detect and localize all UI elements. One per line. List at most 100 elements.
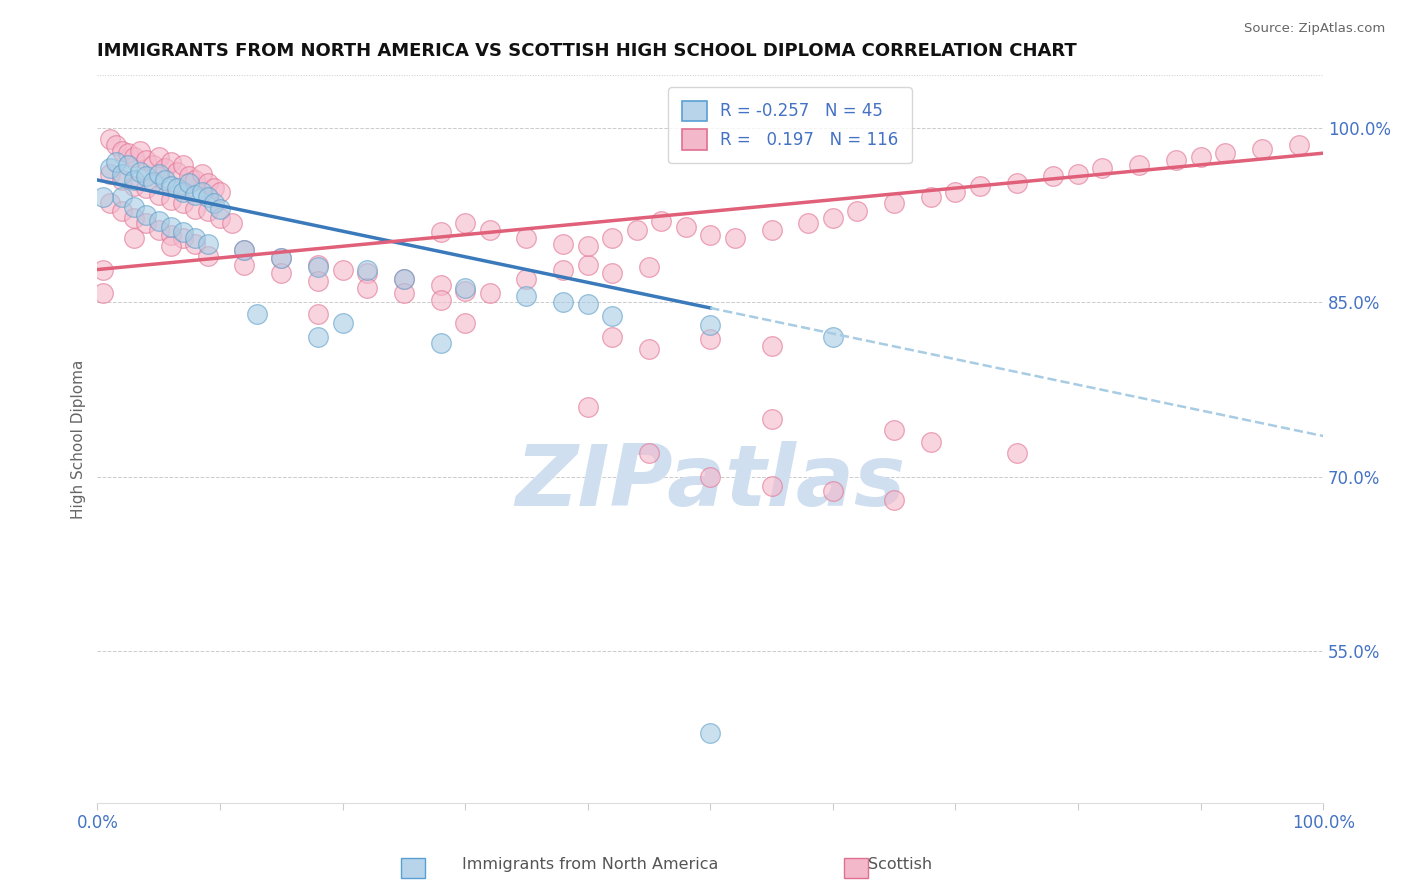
Point (650, 213, 672, 227)
Point (135, 181, 157, 195)
Point (356, 266, 378, 280)
Point (307, 260, 329, 275)
Point (307, 258, 329, 272)
Point (515, 289, 537, 303)
Point (675, 219, 697, 234)
Point (332, 316, 354, 330)
Point (699, 318, 721, 333)
Point (135, 208, 157, 222)
Point (179, 169, 201, 184)
Point (429, 293, 451, 307)
Point (202, 181, 225, 195)
Point (221, 216, 243, 230)
Point (1005, 177, 1028, 191)
Point (576, 297, 599, 311)
Text: Source: ZipAtlas.com: Source: ZipAtlas.com (1244, 22, 1385, 36)
Point (1005, 446, 1028, 460)
Text: Scottish: Scottish (868, 857, 932, 872)
Point (576, 258, 599, 272)
Point (202, 196, 225, 211)
Point (454, 284, 477, 298)
Point (356, 281, 378, 295)
Point (160, 227, 183, 242)
Point (307, 330, 329, 344)
Point (160, 178, 183, 193)
Point (172, 231, 194, 245)
Point (945, 185, 967, 199)
Point (117, 146, 139, 161)
Point (1042, 169, 1064, 184)
Point (307, 274, 329, 288)
Point (478, 223, 501, 237)
Point (98, 161, 121, 176)
Legend: R = -0.257   N = 45, R =   0.197   N = 116: R = -0.257 N = 45, R = 0.197 N = 116 (668, 87, 911, 163)
Point (600, 231, 623, 245)
Point (122, 211, 145, 226)
Point (233, 258, 256, 272)
Point (166, 165, 188, 179)
Point (160, 155, 183, 169)
Point (429, 225, 451, 239)
Point (1189, 150, 1212, 164)
Point (111, 204, 134, 219)
Point (197, 204, 219, 219)
Point (454, 316, 477, 330)
Point (111, 167, 134, 181)
Point (148, 188, 170, 202)
Point (190, 167, 212, 181)
Point (148, 150, 170, 164)
Point (148, 167, 170, 181)
Point (1128, 158, 1150, 172)
Point (141, 158, 163, 172)
Point (969, 178, 991, 193)
Point (553, 262, 575, 277)
Point (761, 411, 783, 425)
Point (553, 295, 575, 310)
Point (638, 260, 661, 275)
Point (135, 216, 157, 230)
Point (454, 281, 477, 295)
Point (920, 190, 942, 204)
Point (576, 400, 599, 414)
Point (135, 153, 157, 168)
Point (883, 423, 905, 437)
Point (920, 434, 942, 449)
Point (172, 225, 194, 239)
Point (122, 231, 145, 245)
Point (761, 339, 783, 353)
Point (1091, 161, 1114, 176)
Point (184, 188, 207, 202)
Point (129, 144, 152, 158)
Point (190, 185, 212, 199)
Point (172, 185, 194, 199)
Point (208, 211, 231, 226)
Y-axis label: High School Diploma: High School Diploma (72, 359, 86, 518)
Point (307, 307, 329, 321)
Point (122, 200, 145, 214)
Point (129, 165, 152, 179)
Point (821, 483, 844, 498)
Point (141, 175, 163, 189)
Point (392, 272, 415, 286)
Point (846, 204, 869, 219)
Point (104, 138, 127, 153)
Point (270, 251, 292, 265)
Point (111, 190, 134, 204)
Text: IMMIGRANTS FROM NORTH AMERICA VS SCOTTISH HIGH SCHOOL DIPLOMA CORRELATION CHART: IMMIGRANTS FROM NORTH AMERICA VS SCOTTIS… (97, 42, 1077, 60)
Point (122, 178, 145, 193)
Point (638, 446, 661, 460)
Point (172, 158, 194, 172)
Point (553, 236, 575, 251)
Point (93, 285, 115, 300)
Point (724, 231, 747, 245)
Text: ZIPatlas: ZIPatlas (515, 441, 905, 524)
Point (233, 243, 256, 257)
Point (270, 251, 292, 265)
Point (638, 342, 661, 356)
Point (148, 213, 170, 227)
Point (122, 173, 145, 187)
Point (122, 150, 145, 164)
Point (600, 266, 623, 280)
Point (160, 219, 183, 234)
Point (117, 158, 139, 172)
